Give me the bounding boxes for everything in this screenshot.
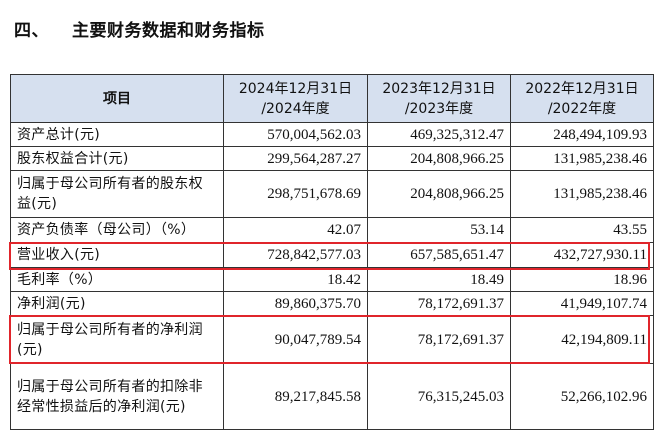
section-number: 四、 xyxy=(14,21,49,41)
table-row: 股东权益合计(元) 299,564,287.27 204,808,966.25 … xyxy=(10,146,654,171)
financial-data-table: 项目 2024年12月31日 /2024年度 2023年12月31日 /2023… xyxy=(10,74,654,430)
row-label: 净利润(元) xyxy=(10,291,224,316)
cell-2024: 18.42 xyxy=(223,267,368,292)
column-header-2022: 2022年12月31日 /2022年度 xyxy=(510,74,654,123)
column-header-item: 项目 xyxy=(10,74,224,123)
cell-2024: 299,564,287.27 xyxy=(223,146,368,171)
cell-2022: 432,727,930.11 xyxy=(510,242,654,268)
cell-2024: 89,860,375.70 xyxy=(223,291,368,316)
table-row: 归属于母公司所有者的净利润(元) 90,047,789.54 78,172,69… xyxy=(10,315,654,364)
table-row: 资产总计(元) 570,004,562.03 469,325,312.47 24… xyxy=(10,122,654,147)
cell-2023: 78,172,691.37 xyxy=(367,315,511,364)
cell-2022: 131,985,238.46 xyxy=(510,170,654,218)
table-row: 资产负债率（母公司）（%） 42.07 53.14 43.55 xyxy=(10,217,654,243)
column-header-2024: 2024年12月31日 /2024年度 xyxy=(223,74,368,123)
table-row: 归属于母公司所有者的扣除非经常性损益后的净利润(元) 89,217,845.58… xyxy=(10,363,654,430)
row-label: 股东权益合计(元) xyxy=(10,146,224,171)
cell-2023: 657,585,651.47 xyxy=(367,242,511,268)
table-row: 净利润(元) 89,860,375.70 78,172,691.37 41,94… xyxy=(10,291,654,316)
cell-2023: 53.14 xyxy=(367,217,511,243)
row-label: 营业收入(元) xyxy=(10,242,224,268)
cell-2023: 204,808,966.25 xyxy=(367,170,511,218)
cell-2023: 204,808,966.25 xyxy=(367,146,511,171)
table-row: 营业收入(元) 728,842,577.03 657,585,651.47 43… xyxy=(10,242,654,268)
cell-2022: 18.96 xyxy=(510,267,654,292)
cell-2024: 728,842,577.03 xyxy=(223,242,368,268)
row-label: 归属于母公司所有者的扣除非经常性损益后的净利润(元) xyxy=(10,363,224,430)
cell-2024: 570,004,562.03 xyxy=(223,122,368,147)
cell-2023: 76,315,245.03 xyxy=(367,363,511,430)
cell-2023: 469,325,312.47 xyxy=(367,122,511,147)
row-label: 归属于母公司所有者的股东权益(元) xyxy=(10,170,224,218)
cell-2023: 18.49 xyxy=(367,267,511,292)
cell-2024: 42.07 xyxy=(223,217,368,243)
column-header-2023: 2023年12月31日 /2023年度 xyxy=(367,74,511,123)
cell-2024: 298,751,678.69 xyxy=(223,170,368,218)
table-row: 毛利率（%） 18.42 18.49 18.96 xyxy=(10,267,654,292)
table-row: 归属于母公司所有者的股东权益(元) 298,751,678.69 204,808… xyxy=(10,170,654,218)
section-title: 主要财务数据和财务指标 xyxy=(72,21,265,41)
table-header-row: 项目 2024年12月31日 /2024年度 2023年12月31日 /2023… xyxy=(10,74,654,123)
cell-2022: 131,985,238.46 xyxy=(510,146,654,171)
cell-2022: 248,494,109.93 xyxy=(510,122,654,147)
cell-2022: 43.55 xyxy=(510,217,654,243)
cell-2024: 89,217,845.58 xyxy=(223,363,368,430)
section-heading: 四、 主要财务数据和财务指标 xyxy=(14,16,265,41)
cell-2022: 42,194,809.11 xyxy=(510,315,654,364)
row-label: 资产总计(元) xyxy=(10,122,224,147)
cell-2022: 41,949,107.74 xyxy=(510,291,654,316)
row-label: 归属于母公司所有者的净利润(元) xyxy=(10,315,224,364)
row-label: 资产负债率（母公司）（%） xyxy=(10,217,224,243)
row-label: 毛利率（%） xyxy=(10,267,224,292)
cell-2023: 78,172,691.37 xyxy=(367,291,511,316)
cell-2024: 90,047,789.54 xyxy=(223,315,368,364)
cell-2022: 52,266,102.96 xyxy=(510,363,654,430)
